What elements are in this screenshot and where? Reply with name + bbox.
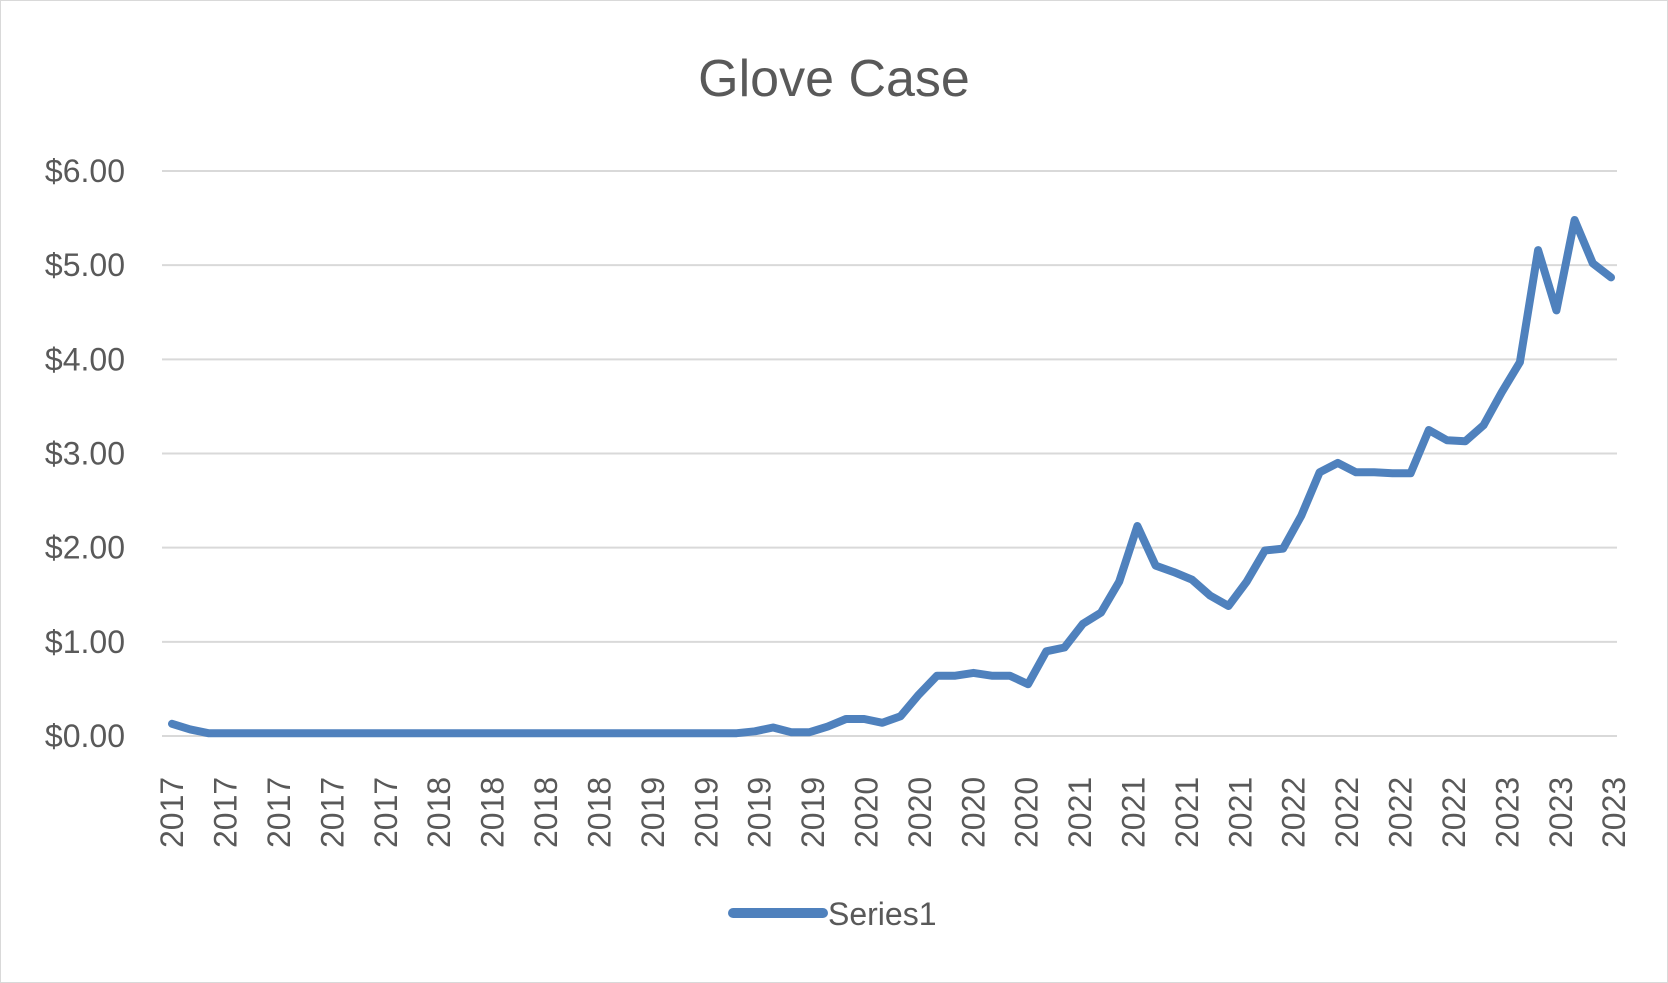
chart-title: Glove Case: [698, 50, 970, 108]
x-tick-label: 2018: [528, 777, 564, 848]
x-tick-label: 2017: [314, 777, 350, 848]
y-tick-label: $0.00: [45, 718, 125, 754]
x-tick-label: 2022: [1276, 777, 1312, 848]
x-tick-label: 2020: [955, 777, 991, 848]
x-tick-label: 2017: [154, 777, 190, 848]
x-tick-label: 2021: [1116, 777, 1152, 848]
x-tick-label: 2019: [795, 777, 831, 848]
legend: Series1: [728, 896, 937, 932]
series-line-1: [168, 216, 1615, 738]
x-tick-label: 2017: [261, 777, 297, 848]
x-tick-label: 2021: [1169, 777, 1205, 848]
x-tick-label: 2021: [1222, 777, 1258, 848]
x-tick-label: 2019: [688, 777, 724, 848]
series-layer: [168, 216, 1615, 738]
y-tick-label: $6.00: [45, 153, 125, 189]
gridlines: [162, 170, 1617, 737]
x-tick-label: 2018: [475, 777, 511, 848]
x-tick-label: 2022: [1436, 777, 1472, 848]
x-tick-label: 2020: [902, 777, 938, 848]
y-axis-ticks: $0.00 $1.00 $2.00 $3.00 $4.00 $5.00 $6.00: [45, 153, 125, 754]
x-tick-label: 2019: [635, 777, 671, 848]
x-tick-label: 2022: [1383, 777, 1419, 848]
x-tick-label: 2020: [848, 777, 884, 848]
y-tick-label: $3.00: [45, 436, 125, 472]
y-tick-label: $2.00: [45, 530, 125, 566]
x-tick-label: 2023: [1596, 777, 1632, 848]
x-axis-ticks: 2017 2017 2017 2017 2017 2018 2018 2018 2018 2019…: [154, 777, 1632, 848]
x-tick-label: 2017: [208, 777, 244, 848]
x-tick-label: 2018: [421, 777, 457, 848]
y-tick-label: $5.00: [45, 247, 125, 283]
y-tick-label: $1.00: [45, 624, 125, 660]
x-tick-label: 2023: [1489, 777, 1525, 848]
x-tick-label: 2019: [742, 777, 778, 848]
x-tick-label: 2021: [1062, 777, 1098, 848]
x-tick-label: 2020: [1009, 777, 1045, 848]
x-tick-label: 2017: [368, 777, 404, 848]
y-tick-label: $4.00: [45, 341, 125, 377]
legend-label-series1: Series1: [828, 896, 937, 932]
x-tick-label: 2022: [1329, 777, 1365, 848]
x-tick-label: 2023: [1543, 777, 1579, 848]
x-tick-label: 2018: [581, 777, 617, 848]
